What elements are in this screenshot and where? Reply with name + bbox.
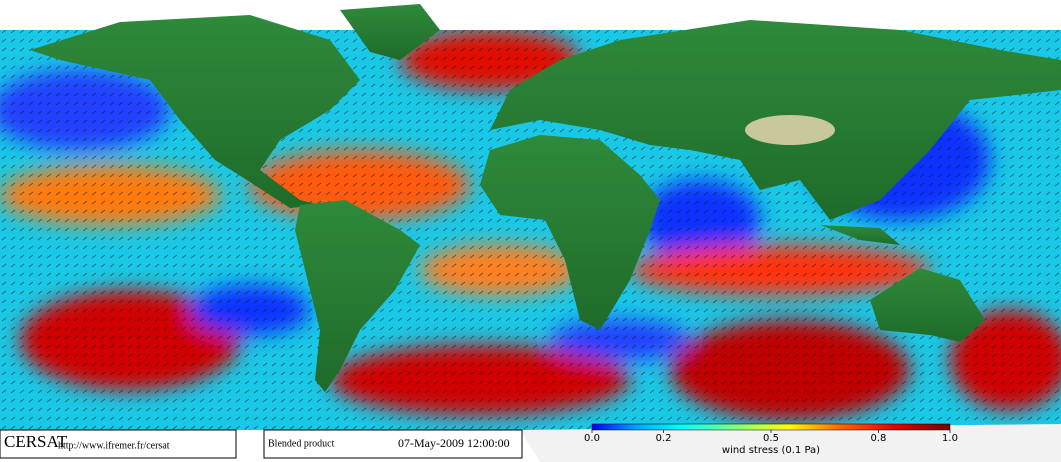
colorbar-label: wind stress (0.1 Pa) — [722, 445, 820, 456]
colorbar — [591, 423, 951, 431]
colorbar-tick-label: 0.2 — [656, 433, 672, 444]
product: Blended product — [268, 438, 335, 449]
colorbar-tick-label: 0.0 — [584, 433, 600, 444]
logo-box — [0, 429, 237, 459]
info-box — [263, 429, 523, 459]
url: http://www.ifremer.fr/cersat — [58, 440, 170, 451]
date: 07-May-2009 12:00:00 — [398, 436, 510, 450]
colorbar-tick-label: 0.5 — [763, 433, 779, 444]
logo: CERSAT — [4, 432, 68, 451]
colorbar-tick-label: 0.8 — [870, 433, 886, 444]
colorbar-tick-label: 1.0 — [942, 433, 958, 444]
